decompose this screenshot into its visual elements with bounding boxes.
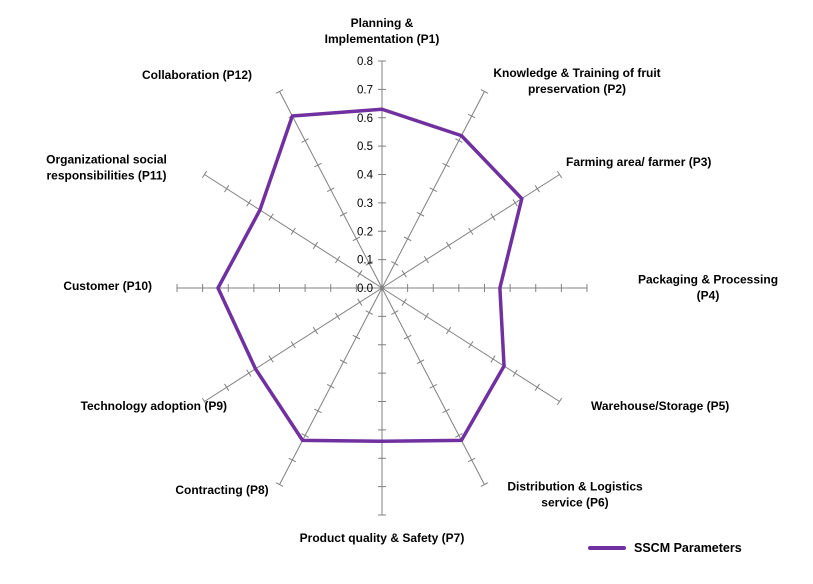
axis-tick-mark xyxy=(556,397,563,406)
axis-label-p3: Farming area/ farmer (P3) xyxy=(566,155,712,170)
axis-tick-mark xyxy=(534,185,540,193)
series-sscm-parameters xyxy=(216,107,524,443)
axis-tick-mark xyxy=(416,359,425,365)
axis-tick-mark xyxy=(246,369,252,377)
axis-tick-mark xyxy=(357,270,363,278)
radial-tick-label: 0.3 xyxy=(357,198,373,210)
axis-tick-mark xyxy=(442,162,450,168)
axis-tick-mark xyxy=(534,383,540,391)
axis-label-p4: Packaging & Processing (P4) xyxy=(637,272,779,302)
axis-tick-mark xyxy=(326,384,335,389)
axis-tick-mark xyxy=(201,170,208,179)
axis-label-p2: Knowledge & Training of fruit preservati… xyxy=(493,66,661,96)
radial-tick-label: 0.2 xyxy=(357,226,373,238)
axis-tick-mark xyxy=(468,227,474,235)
axis-tick-mark xyxy=(429,187,438,192)
radial-tick-label: 0.6 xyxy=(357,113,373,125)
axis-tick-mark xyxy=(391,310,399,315)
radial-tick-label: 0.4 xyxy=(357,170,374,182)
radial-tick-label: 0.1 xyxy=(357,255,373,267)
axis-tick-mark xyxy=(480,89,489,94)
axis-tick-mark xyxy=(224,185,230,193)
axis-tick-mark xyxy=(512,199,518,207)
axis-tick-mark xyxy=(314,162,322,168)
legend: SSCM Parameters xyxy=(588,541,742,555)
axis-tick-mark xyxy=(339,211,348,217)
axis-tick-mark xyxy=(490,213,496,221)
legend-label: SSCM Parameters xyxy=(634,541,742,555)
axis-tick-mark xyxy=(442,408,450,414)
axis-label-p12: Collaboration (P12) xyxy=(141,68,253,83)
axis-label-p5: Warehouse/Storage (P5) xyxy=(591,399,730,414)
axis-label-p9: Technology adoption (P9) xyxy=(80,399,227,414)
radial-tick-label: 0.8 xyxy=(357,56,373,68)
legend-line-swatch xyxy=(588,546,626,550)
axis-tick-mark xyxy=(339,359,348,365)
axis-tick-mark xyxy=(401,298,407,306)
radial-tick-label: 0.5 xyxy=(357,141,373,153)
axis-tick-mark xyxy=(275,89,284,94)
axis-tick-mark xyxy=(275,482,284,487)
axis-label-p1: Planning & Implementation (P1) xyxy=(324,16,440,46)
axis-tick-mark xyxy=(416,211,425,217)
axis-tick-mark xyxy=(403,236,412,242)
axis-tick-mark xyxy=(467,457,476,463)
axis-tick-mark xyxy=(391,261,399,266)
axis-label-p7: Product quality & Safety (P7) xyxy=(299,531,465,546)
axis-tick-mark xyxy=(201,397,208,406)
axis-tick-mark xyxy=(455,433,463,438)
axis-tick-mark xyxy=(288,457,297,463)
axis-tick-mark xyxy=(352,334,361,340)
axis-tick-mark xyxy=(365,261,373,266)
axis-tick-mark xyxy=(268,355,274,363)
axis-tick-mark xyxy=(268,213,274,221)
axis-tick-mark xyxy=(246,199,252,207)
axis-tick-mark xyxy=(326,187,335,192)
axis-tick-mark xyxy=(445,326,452,335)
axis-tick-mark xyxy=(403,334,412,340)
radial-tick-label: 0.0 xyxy=(357,283,373,295)
axis-tick-mark xyxy=(556,170,563,179)
axis-tick-mark xyxy=(423,255,429,264)
axis-tick-mark xyxy=(455,138,463,143)
axis-tick-mark xyxy=(312,326,319,335)
axis-tick-mark xyxy=(301,433,309,438)
radial-tick-label: 0.7 xyxy=(357,84,373,96)
axis-tick-mark xyxy=(290,227,296,235)
axis-tick-mark xyxy=(335,255,341,264)
axis-tick-mark xyxy=(312,241,319,250)
axis-tick-mark xyxy=(335,312,341,321)
axis-tick-mark xyxy=(423,312,429,321)
axis-tick-mark xyxy=(512,369,518,377)
axis-tick-mark xyxy=(490,355,496,363)
axis-tick-mark xyxy=(224,383,230,391)
axis-tick-mark xyxy=(429,384,438,389)
axis-label-p6: Distribution & Logistics service (P6) xyxy=(507,479,643,509)
axis-tick-mark xyxy=(352,236,361,242)
axis-tick-mark xyxy=(301,138,309,143)
axis-label-p8: Contracting (P8) xyxy=(175,483,269,498)
axis-tick-mark xyxy=(445,241,452,250)
axis-tick-mark xyxy=(365,310,373,315)
axis-tick-mark xyxy=(480,482,489,487)
axis-tick-mark xyxy=(357,298,363,306)
axis-label-p11: Organizational social responsibilities (… xyxy=(46,152,167,182)
axis-tick-mark xyxy=(401,270,407,278)
axis-tick-mark xyxy=(468,341,474,349)
axis-tick-mark xyxy=(467,113,476,119)
axis-tick-mark xyxy=(290,341,296,349)
axis-tick-mark xyxy=(314,408,322,414)
axis-label-p10: Customer (P10) xyxy=(63,279,152,294)
